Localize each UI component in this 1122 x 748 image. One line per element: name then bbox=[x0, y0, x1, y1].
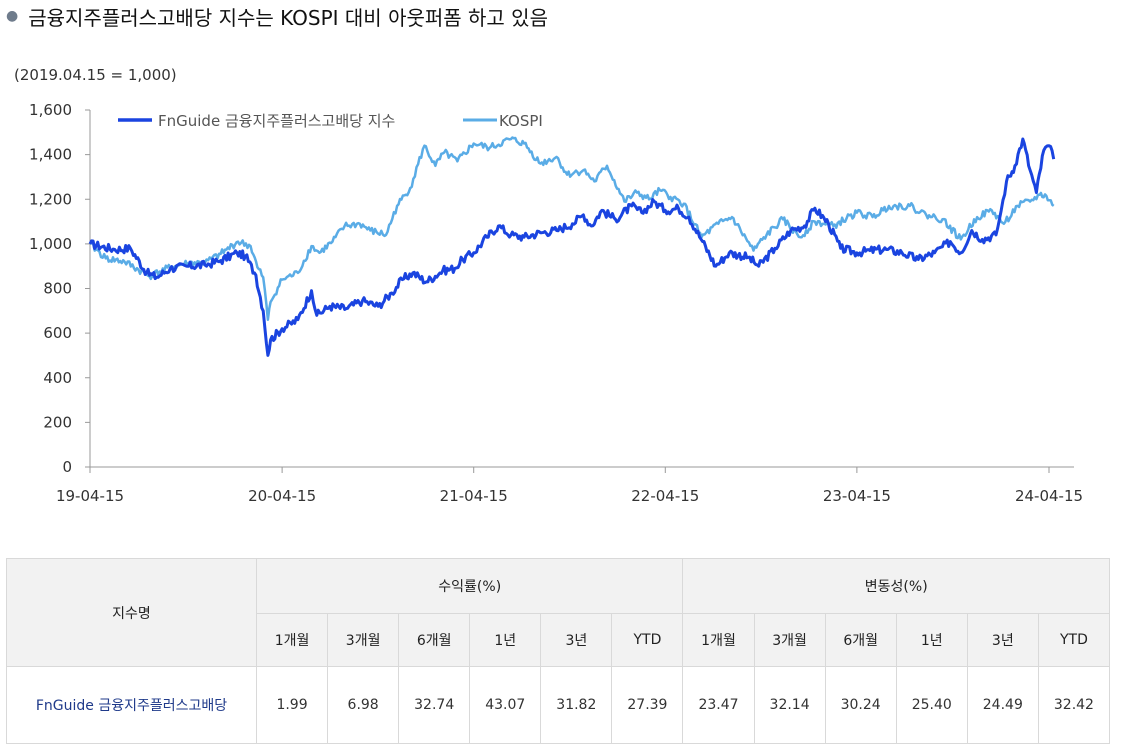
y-tick-label: 800 bbox=[43, 280, 72, 298]
headline-text: 금융지주플러스고배당 지수는 KOSPI 대비 아웃퍼폼 하고 있음 bbox=[28, 5, 548, 30]
headline: ● 금융지주플러스고배당 지수는 KOSPI 대비 아웃퍼폼 하고 있음 bbox=[6, 2, 548, 30]
chart: (2019.04.15 = 1,000) 0 200 400 600 800 1,000 1,… bbox=[0, 56, 1122, 526]
period-header: 1개월 bbox=[255, 613, 329, 667]
index-name-cell: FnGuide 금융지주플러스고배당 bbox=[6, 666, 257, 744]
y-tick-label: 600 bbox=[43, 324, 72, 342]
x-tick-label: 19-04-15 bbox=[56, 487, 124, 505]
period-header: 3개월 bbox=[753, 613, 826, 667]
series-line-kospi bbox=[89, 136, 1055, 321]
value-cell: 25.40 bbox=[895, 666, 968, 744]
value-cell: 31.82 bbox=[540, 666, 613, 744]
performance-table: 지수명 수익률(%) 변동성(%) 1개월 3개월 6개월 1년 3년 YTD … bbox=[6, 558, 1111, 744]
period-header: 3년 bbox=[540, 613, 613, 667]
value-cell: 23.47 bbox=[682, 666, 755, 744]
series-line-fnguide bbox=[88, 137, 1056, 357]
y-tick-label: 0 bbox=[62, 458, 72, 476]
y-tick-label: 1,600 bbox=[29, 101, 72, 119]
value-cell: 24.49 bbox=[966, 666, 1039, 744]
value-cell: 32.74 bbox=[398, 666, 471, 744]
period-header: 6개월 bbox=[824, 613, 897, 667]
legend-label-fnguide: FnGuide 금융지주플러스고배당 지수 bbox=[158, 112, 395, 130]
x-tick-label: 23-04-15 bbox=[823, 487, 891, 505]
y-tick-label: 1,000 bbox=[29, 235, 72, 253]
value-cell: 1.99 bbox=[255, 666, 329, 744]
value-cell: 30.24 bbox=[824, 666, 897, 744]
bullet-icon: ● bbox=[6, 8, 19, 24]
index-name-header: 지수명 bbox=[6, 558, 257, 667]
value-cell: 32.14 bbox=[753, 666, 826, 744]
x-tick-label: 22-04-15 bbox=[631, 487, 699, 505]
period-header: YTD bbox=[1037, 613, 1111, 667]
x-tick-label: 21-04-15 bbox=[440, 487, 508, 505]
x-tick-label: 20-04-15 bbox=[248, 487, 316, 505]
y-tick-label: 400 bbox=[43, 369, 72, 387]
legend-label-kospi: KOSPI bbox=[499, 112, 543, 130]
value-cell: 27.39 bbox=[611, 666, 684, 744]
line-chart-svg: (2019.04.15 = 1,000) 0 200 400 600 800 1,000 1,… bbox=[14, 66, 1083, 505]
period-header: 1개월 bbox=[682, 613, 755, 667]
value-cell: 43.07 bbox=[469, 666, 542, 744]
y-tick-label: 1,200 bbox=[29, 190, 72, 208]
volatility-group-header: 변동성(%) bbox=[682, 558, 1110, 614]
x-tick-label: 24-04-15 bbox=[1015, 487, 1083, 505]
period-header: 6개월 bbox=[398, 613, 471, 667]
period-header: 3년 bbox=[966, 613, 1039, 667]
period-header: YTD bbox=[611, 613, 684, 667]
return-group-header: 수익률(%) bbox=[255, 558, 684, 614]
unit-note: (2019.04.15 = 1,000) bbox=[14, 66, 177, 84]
y-tick-label: 1,400 bbox=[29, 146, 72, 164]
period-header: 3개월 bbox=[327, 613, 400, 667]
y-tick-label: 200 bbox=[43, 413, 72, 431]
table-row: FnGuide 금융지주플러스고배당 1.99 6.98 32.74 43.07… bbox=[6, 666, 1111, 744]
value-cell: 32.42 bbox=[1037, 666, 1111, 744]
period-header: 1년 bbox=[469, 613, 542, 667]
period-header: 1년 bbox=[895, 613, 968, 667]
value-cell: 6.98 bbox=[327, 666, 400, 744]
